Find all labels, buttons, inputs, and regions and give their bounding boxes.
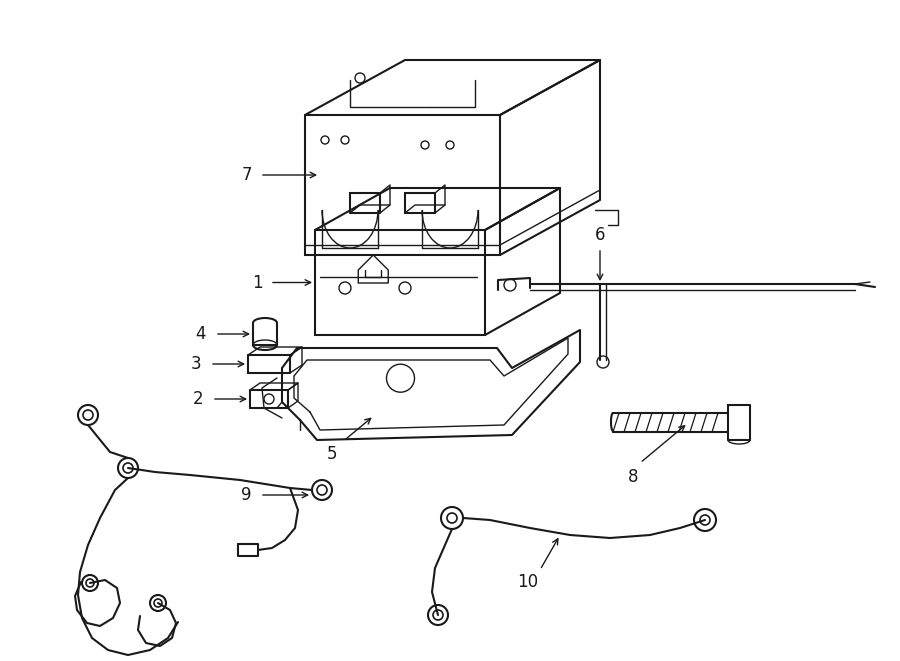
- Text: 7: 7: [242, 166, 252, 184]
- Text: 1: 1: [252, 274, 262, 292]
- Text: 6: 6: [595, 226, 605, 244]
- Text: 3: 3: [191, 355, 202, 373]
- Text: 2: 2: [193, 390, 203, 408]
- Text: 8: 8: [628, 468, 638, 486]
- Text: 4: 4: [196, 325, 206, 343]
- Text: 9: 9: [241, 486, 251, 504]
- Text: 5: 5: [327, 445, 338, 463]
- Text: 10: 10: [518, 573, 538, 591]
